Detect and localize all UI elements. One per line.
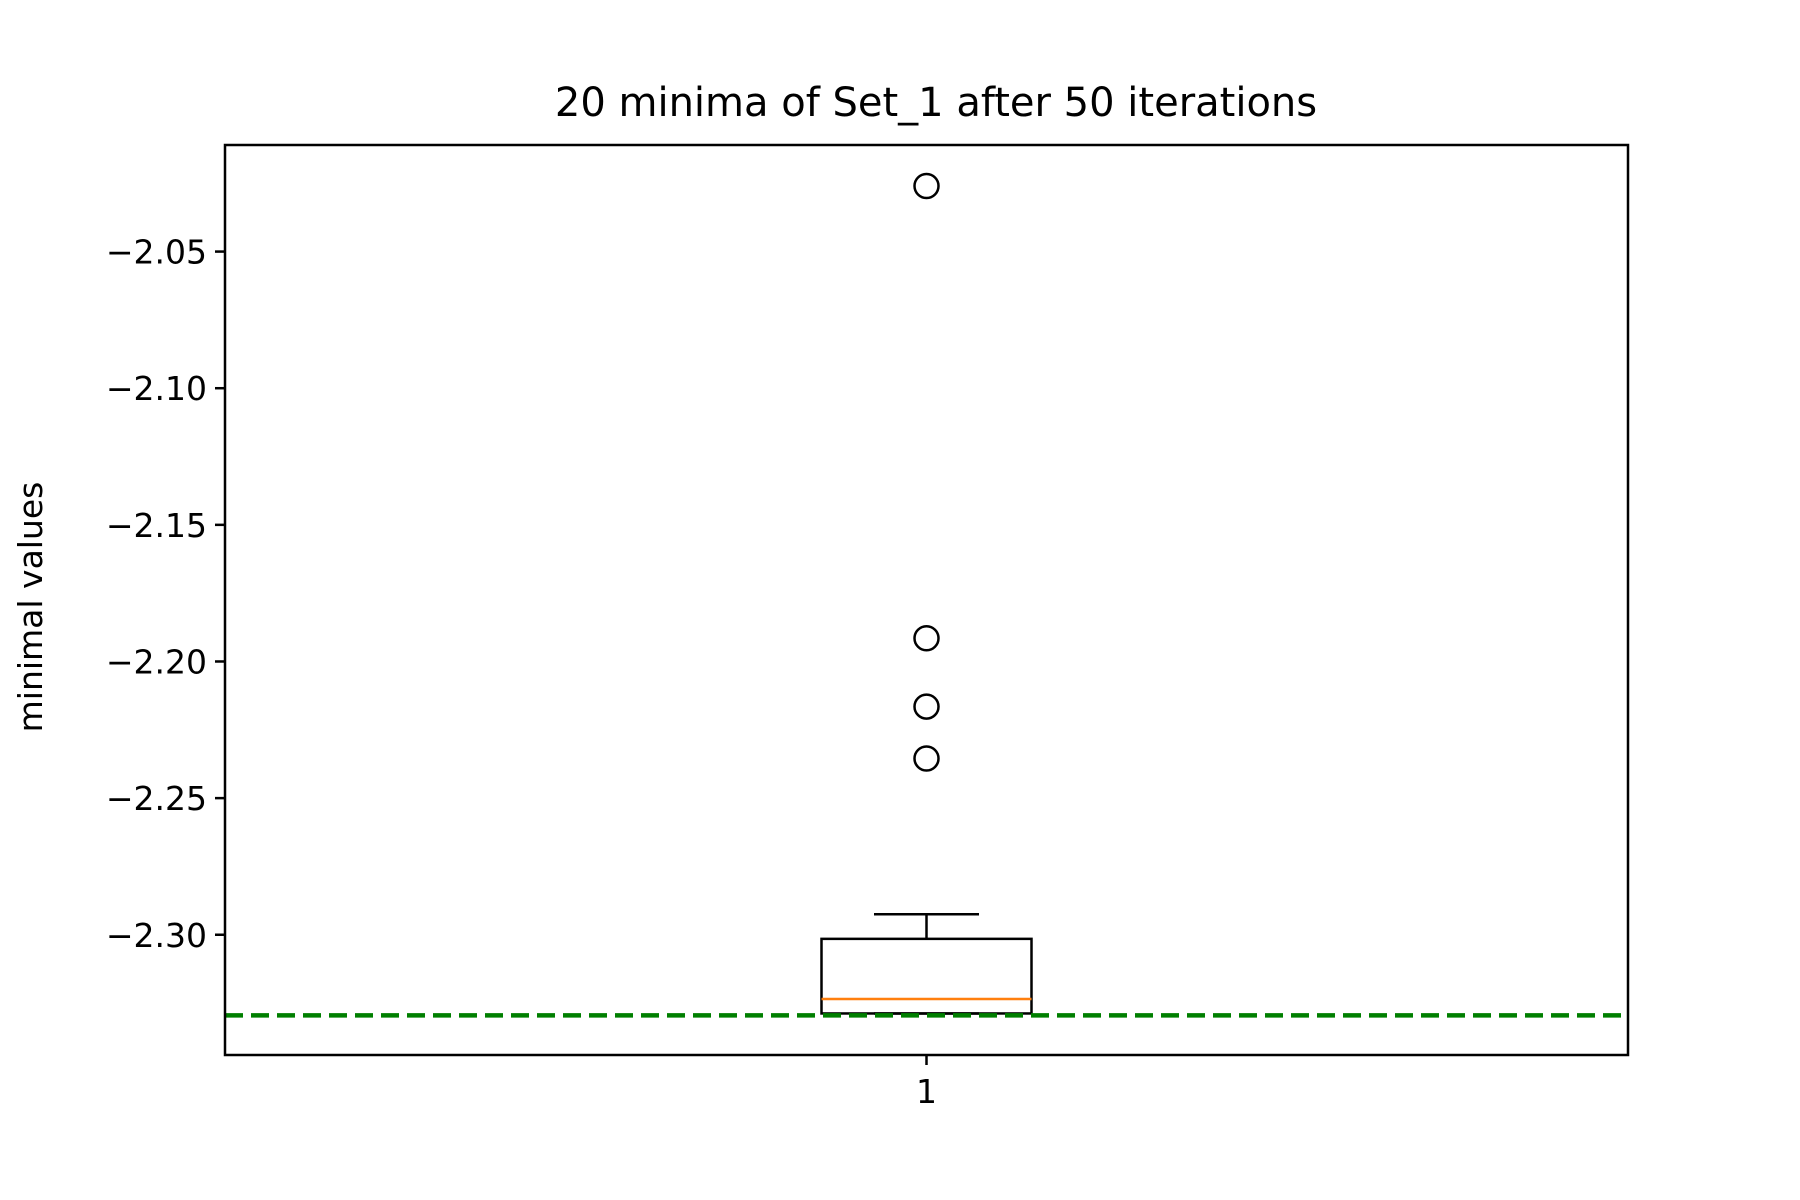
chart-title: 20 minima of Set_1 after 50 iterations	[555, 80, 1317, 126]
x-axis: 1	[916, 1055, 937, 1111]
y-tick-label-3: −2.15	[106, 506, 207, 545]
x-tick-label-1: 1	[916, 1072, 937, 1111]
y-axis: −2.05 −2.10 −2.15 −2.20 −2.25 −2.30	[106, 233, 225, 955]
y-axis-title: minimal values	[11, 482, 50, 733]
plot-area	[225, 172, 1628, 1018]
interquartile-box	[820, 937, 1033, 1015]
outlier-point-1	[913, 172, 940, 200]
y-tick-label-2: −2.10	[106, 369, 207, 408]
outlier-point-4	[913, 745, 940, 772]
outlier-point-3	[913, 693, 940, 720]
outlier-point-2	[913, 625, 940, 652]
y-tick-label-5: −2.25	[106, 779, 207, 818]
y-tick-label-1: −2.05	[106, 233, 207, 272]
y-tick-label-6: −2.30	[106, 916, 207, 955]
y-tick-label-4: −2.20	[106, 642, 207, 681]
